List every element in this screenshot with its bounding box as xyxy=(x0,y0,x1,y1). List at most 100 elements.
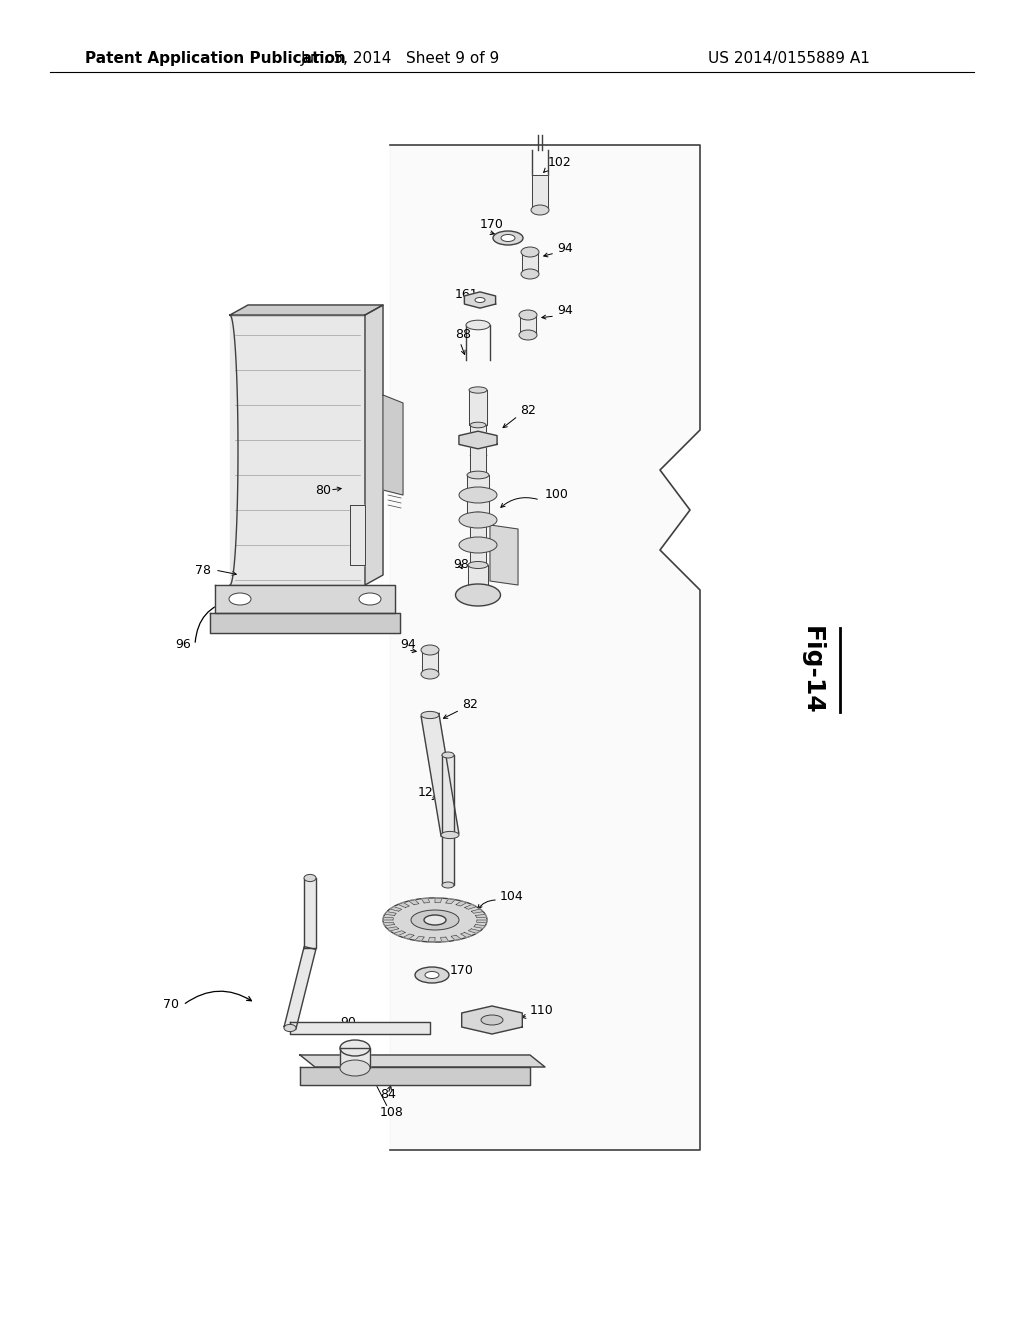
Text: 94: 94 xyxy=(557,304,572,317)
Text: 102: 102 xyxy=(548,157,571,169)
Text: 90: 90 xyxy=(340,1015,356,1028)
Text: 108: 108 xyxy=(380,1106,403,1118)
Polygon shape xyxy=(465,292,496,308)
Polygon shape xyxy=(300,1067,530,1085)
Ellipse shape xyxy=(359,593,381,605)
Ellipse shape xyxy=(421,645,439,655)
Polygon shape xyxy=(520,315,536,335)
Polygon shape xyxy=(476,920,487,923)
Text: Fig-14: Fig-14 xyxy=(800,626,824,714)
Ellipse shape xyxy=(441,832,459,838)
Ellipse shape xyxy=(521,269,539,279)
Polygon shape xyxy=(422,899,429,903)
Polygon shape xyxy=(383,923,394,925)
Text: 170: 170 xyxy=(450,964,474,977)
Polygon shape xyxy=(440,937,449,941)
Ellipse shape xyxy=(340,1040,370,1056)
Polygon shape xyxy=(470,515,486,565)
Ellipse shape xyxy=(383,898,487,942)
Ellipse shape xyxy=(284,1024,296,1032)
Polygon shape xyxy=(522,252,538,275)
Polygon shape xyxy=(468,929,480,933)
Polygon shape xyxy=(445,899,455,904)
Text: 96: 96 xyxy=(175,639,190,652)
Polygon shape xyxy=(230,305,383,315)
Polygon shape xyxy=(422,649,438,675)
Ellipse shape xyxy=(493,231,523,246)
Ellipse shape xyxy=(466,321,490,330)
Polygon shape xyxy=(468,565,488,595)
Ellipse shape xyxy=(467,471,489,479)
Ellipse shape xyxy=(521,247,539,257)
Ellipse shape xyxy=(424,915,446,925)
Polygon shape xyxy=(390,907,401,911)
Text: 82: 82 xyxy=(520,404,536,417)
Text: 88: 88 xyxy=(455,329,471,342)
Text: 104: 104 xyxy=(500,891,523,903)
Polygon shape xyxy=(394,931,406,936)
Text: 78: 78 xyxy=(195,564,211,577)
Text: 94: 94 xyxy=(557,242,572,255)
Text: Patent Application Publication: Patent Application Publication xyxy=(85,50,346,66)
Ellipse shape xyxy=(340,1060,370,1076)
Polygon shape xyxy=(442,755,454,884)
Ellipse shape xyxy=(421,669,439,678)
Polygon shape xyxy=(350,506,365,565)
Ellipse shape xyxy=(425,972,439,978)
Ellipse shape xyxy=(519,330,537,341)
Text: 170: 170 xyxy=(480,219,504,231)
Ellipse shape xyxy=(519,310,537,319)
Ellipse shape xyxy=(470,422,486,428)
Text: 110: 110 xyxy=(530,1003,554,1016)
Text: US 2014/0155889 A1: US 2014/0155889 A1 xyxy=(709,50,870,66)
Text: 94: 94 xyxy=(400,639,416,652)
Polygon shape xyxy=(421,714,459,837)
Polygon shape xyxy=(390,145,700,1150)
Polygon shape xyxy=(398,903,410,908)
Ellipse shape xyxy=(531,205,549,215)
Ellipse shape xyxy=(469,387,487,393)
Polygon shape xyxy=(300,1055,545,1067)
Ellipse shape xyxy=(468,561,488,569)
Polygon shape xyxy=(474,924,485,928)
Text: 100: 100 xyxy=(545,488,569,502)
Ellipse shape xyxy=(415,968,449,983)
Ellipse shape xyxy=(304,874,316,882)
Ellipse shape xyxy=(456,583,501,606)
Polygon shape xyxy=(435,898,441,903)
Polygon shape xyxy=(385,912,396,916)
Polygon shape xyxy=(462,1006,522,1034)
Polygon shape xyxy=(469,389,487,425)
Polygon shape xyxy=(403,935,414,939)
Polygon shape xyxy=(470,425,486,475)
Ellipse shape xyxy=(411,909,459,931)
Polygon shape xyxy=(459,432,497,449)
Ellipse shape xyxy=(481,1015,503,1026)
Ellipse shape xyxy=(459,487,497,503)
Text: 70: 70 xyxy=(163,998,179,1011)
Ellipse shape xyxy=(459,537,497,553)
Polygon shape xyxy=(215,585,395,612)
Ellipse shape xyxy=(229,593,251,605)
Text: 126: 126 xyxy=(418,787,441,800)
Polygon shape xyxy=(467,475,489,515)
Polygon shape xyxy=(490,525,518,585)
Text: Jun. 5, 2014   Sheet 9 of 9: Jun. 5, 2014 Sheet 9 of 9 xyxy=(300,50,500,66)
Polygon shape xyxy=(465,904,476,909)
Polygon shape xyxy=(471,909,483,913)
Polygon shape xyxy=(383,395,403,495)
Polygon shape xyxy=(428,937,435,942)
Polygon shape xyxy=(290,1022,430,1034)
Ellipse shape xyxy=(421,711,439,718)
Text: 161: 161 xyxy=(455,289,478,301)
Ellipse shape xyxy=(459,512,497,528)
Text: 98: 98 xyxy=(453,558,469,572)
Text: 80: 80 xyxy=(315,483,331,496)
Polygon shape xyxy=(456,902,467,906)
Ellipse shape xyxy=(442,752,454,758)
Polygon shape xyxy=(340,1048,370,1068)
Polygon shape xyxy=(365,305,383,585)
Polygon shape xyxy=(532,176,548,210)
Polygon shape xyxy=(210,612,400,634)
Text: 84: 84 xyxy=(380,1089,396,1101)
